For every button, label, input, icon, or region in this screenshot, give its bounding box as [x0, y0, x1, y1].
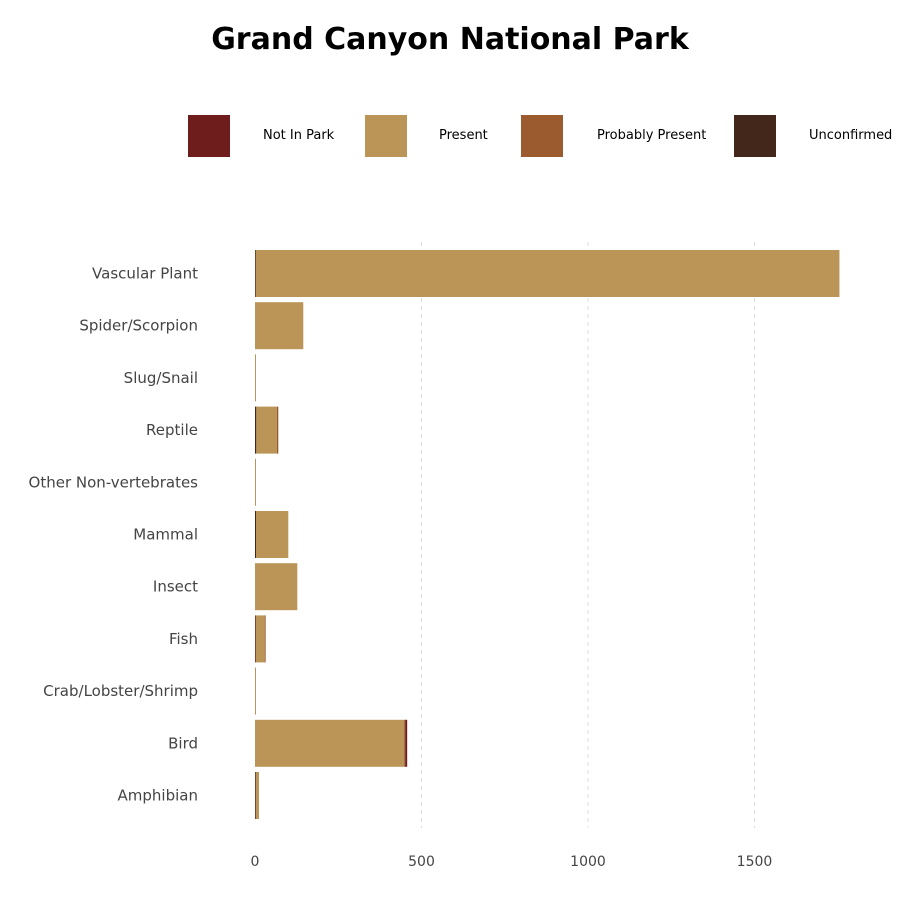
- bar-spider-scorpion-present-2: [255, 302, 304, 350]
- bar-amphibian-unconfirmed-0: [255, 772, 256, 819]
- bar-bird-probably-present-3: [404, 719, 406, 767]
- bar-fish-present-2: [255, 615, 265, 663]
- category-label-other-non-vertebrates: Other Non-vertebrates: [29, 473, 199, 491]
- category-label-spider-scorpion: Spider/Scorpion: [79, 317, 198, 335]
- legend-label-probably-present: Probably Present: [597, 128, 707, 143]
- chart-title: Grand Canyon National Park: [211, 22, 689, 57]
- bar-bird-not-in-park-4: [405, 719, 408, 767]
- bar-reptile-unconfirmed-0: [255, 406, 257, 454]
- category-label-fish: Fish: [169, 630, 198, 648]
- bar-bird-present-2: [255, 719, 405, 767]
- legend-swatch-not-in-park: [188, 115, 230, 157]
- bar-vascular-plant-present-2: [255, 250, 840, 297]
- x-tick-label-1000: 1000: [570, 854, 606, 870]
- category-label-amphibian: Amphibian: [118, 787, 198, 805]
- category-label-insect: Insect: [153, 578, 198, 596]
- legend-label-not-in-park: Not In Park: [263, 128, 335, 143]
- bar-fish-probably-present-3: [264, 615, 266, 663]
- category-label-reptile: Reptile: [146, 421, 198, 439]
- category-label-slug-snail: Slug/Snail: [124, 369, 198, 387]
- legend-swatch-present: [365, 115, 407, 157]
- bar-mammal-present-2: [255, 511, 289, 558]
- x-tick-label-0: 0: [251, 854, 260, 870]
- bar-fish-not-in-park-1: [255, 615, 256, 663]
- bar-crab-lobster-shrimp-present-2: [255, 667, 256, 715]
- category-label-mammal: Mammal: [133, 526, 198, 544]
- category-label-bird: Bird: [168, 734, 198, 752]
- bar-insect-present-2: [255, 563, 298, 611]
- bar-mammal-unconfirmed-0: [255, 511, 256, 558]
- legend-label-unconfirmed: Unconfirmed: [809, 128, 893, 143]
- bar-reptile-probably-present-3: [276, 406, 279, 454]
- x-tick-labels: 0 500 1000 1500: [251, 854, 773, 870]
- category-label-crab-lobster-shrimp: Crab/Lobster/Shrimp: [43, 682, 198, 700]
- legend-swatch-unconfirmed: [734, 115, 776, 157]
- legend-swatch-probably-present: [521, 115, 563, 157]
- x-tick-label-500: 500: [408, 854, 435, 870]
- bar-amphibian-present-2: [255, 772, 259, 819]
- bar-slug-snail-present-2: [255, 354, 256, 402]
- grid-lines: [421, 242, 755, 828]
- category-label-vascular-plant: Vascular Plant: [92, 265, 198, 283]
- x-tick-label-1500: 1500: [737, 854, 773, 870]
- bar-other-non-vertebrates-present-2: [255, 458, 256, 506]
- bar-vascular-plant-unconfirmed-0: [255, 250, 256, 297]
- category-labels: Vascular Plant Spider/Scorpion Slug/Snail R…: [29, 265, 199, 805]
- bars: [255, 250, 840, 819]
- legend-label-present: Present: [439, 128, 488, 143]
- bar-reptile-present-2: [256, 406, 277, 454]
